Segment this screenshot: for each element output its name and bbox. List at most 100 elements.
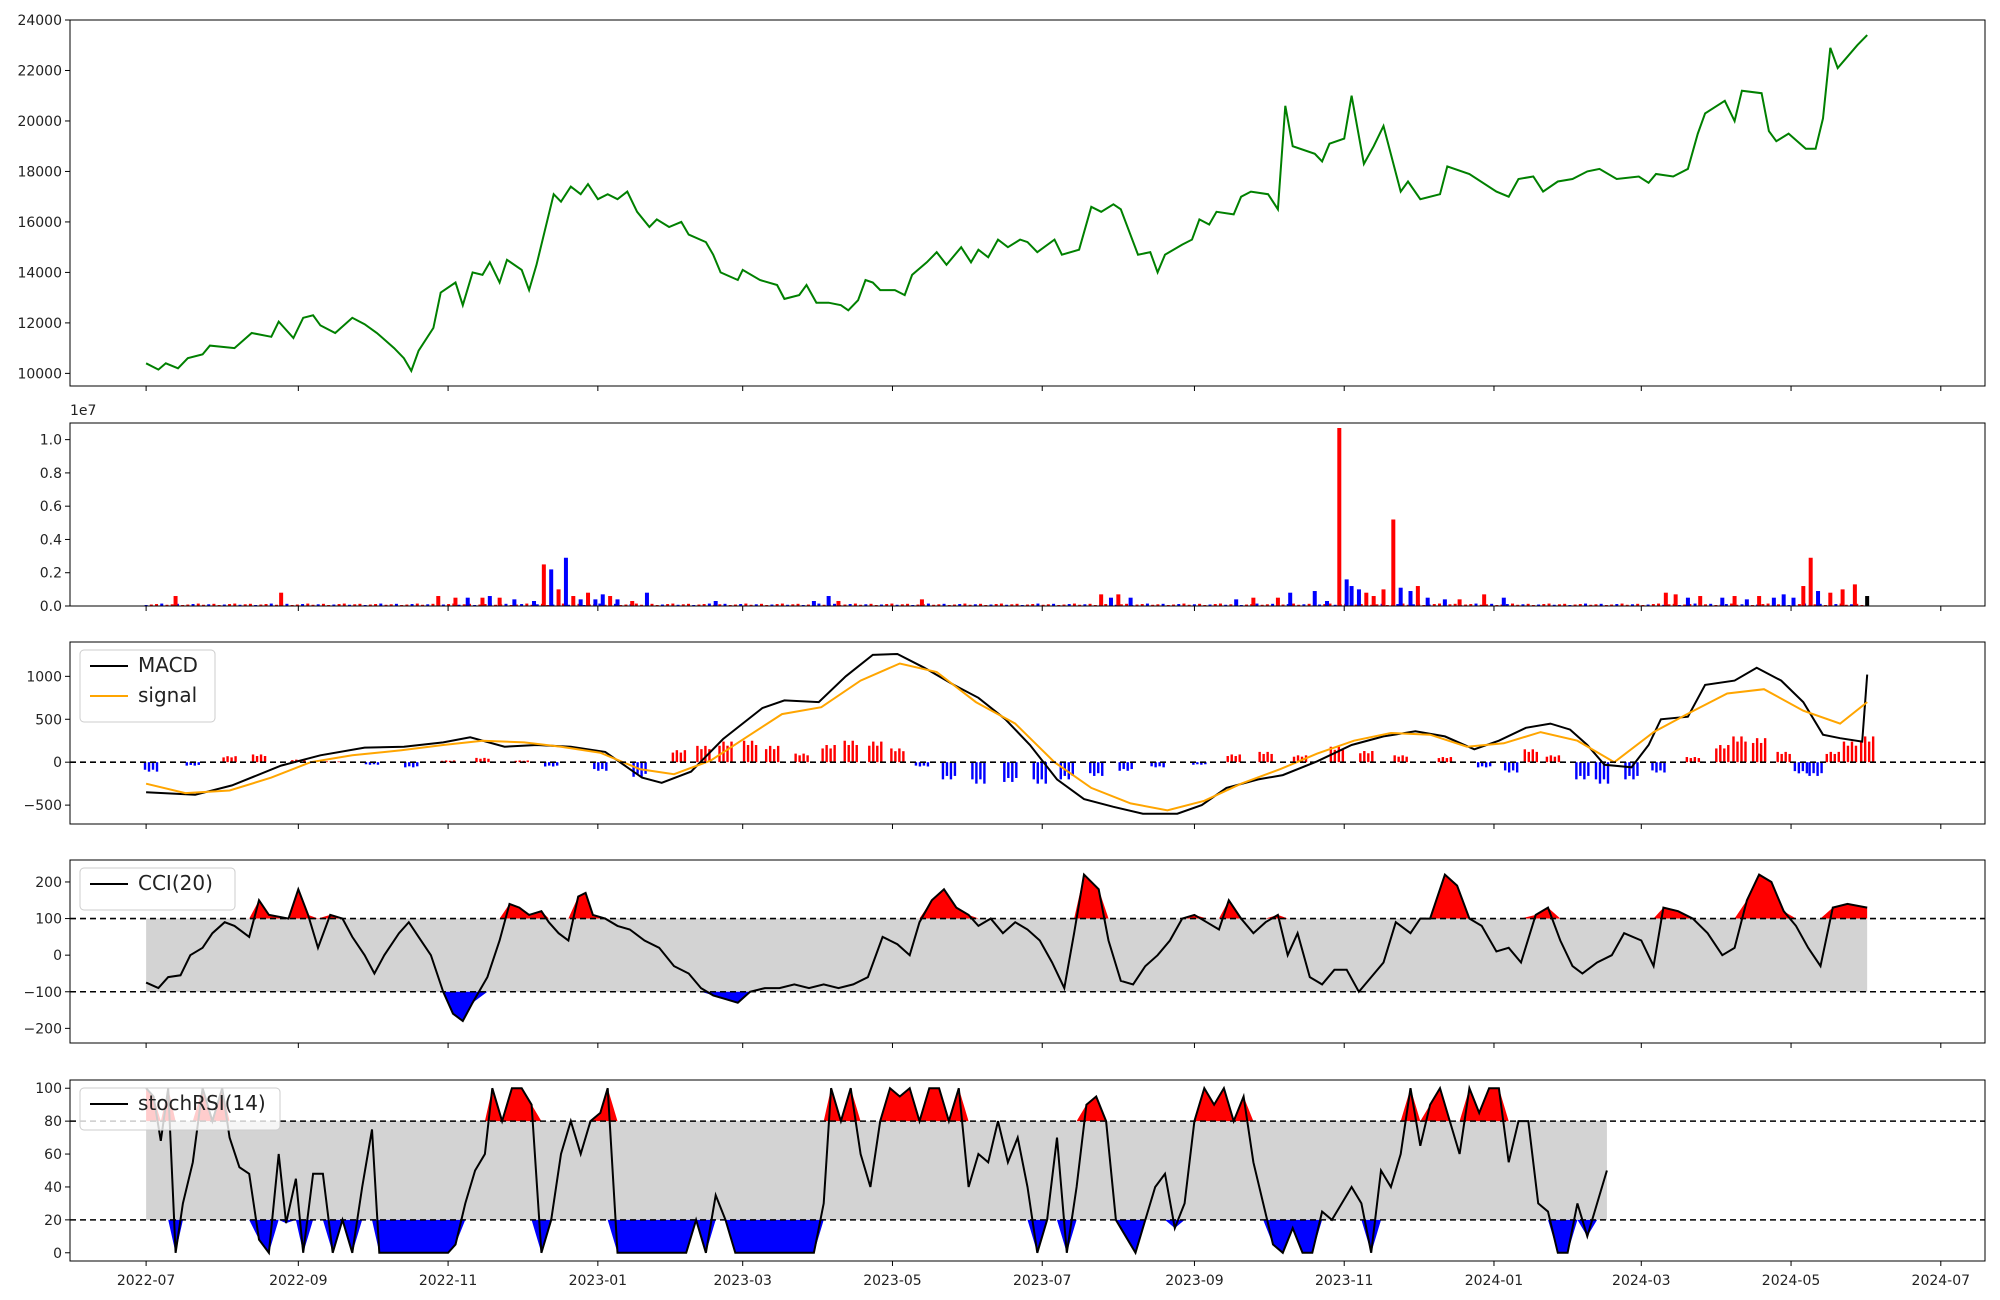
macd-histogram-bar bbox=[259, 754, 263, 763]
volume-bar bbox=[1801, 586, 1806, 606]
macd-histogram-bar bbox=[155, 762, 159, 772]
macd-histogram-bar bbox=[880, 741, 883, 763]
volume-bar bbox=[1563, 603, 1567, 606]
volume-bar bbox=[567, 604, 571, 606]
volume-bar bbox=[697, 604, 701, 606]
macd-histogram-bar bbox=[730, 741, 733, 763]
volume-bar bbox=[791, 604, 795, 606]
axes-frame bbox=[69, 641, 1986, 825]
volume-bar bbox=[1599, 603, 1603, 606]
offset-label: 1e7 bbox=[70, 403, 96, 419]
y-tick-label: 500 bbox=[35, 712, 62, 728]
overbought-fill bbox=[146, 874, 1868, 919]
volume-bar bbox=[1685, 597, 1690, 606]
macd-histogram-bar bbox=[1829, 751, 1832, 763]
volume-bar bbox=[1116, 594, 1121, 606]
volume-bar bbox=[1630, 604, 1634, 606]
legend-label: CCI(20) bbox=[138, 871, 213, 895]
volume-bar bbox=[833, 603, 837, 606]
volume-bar bbox=[1031, 604, 1035, 606]
macd-histogram-bar bbox=[404, 762, 407, 768]
macd-histogram-bar bbox=[368, 762, 372, 765]
volume-bar bbox=[1114, 604, 1118, 606]
macd-histogram-bar bbox=[1238, 754, 1241, 763]
macd-histogram-bar bbox=[1805, 762, 1809, 774]
volume-bar bbox=[301, 604, 305, 606]
volume-bar bbox=[1260, 604, 1264, 606]
volume-bar bbox=[1850, 604, 1854, 606]
volume-bar bbox=[196, 603, 200, 606]
volume-bar bbox=[1354, 604, 1358, 606]
volume-bar bbox=[535, 604, 539, 606]
y-tick-label: 10000 bbox=[17, 366, 62, 382]
series-line bbox=[146, 652, 1869, 815]
volume-bar bbox=[1828, 592, 1833, 606]
macd-histogram-bar bbox=[971, 762, 974, 780]
macd-histogram-bar bbox=[1449, 757, 1453, 763]
volume-bar bbox=[238, 604, 242, 606]
volume-bar bbox=[279, 592, 284, 606]
volume-bar bbox=[811, 601, 816, 606]
macd-histogram-bar bbox=[1097, 762, 1100, 774]
macd-histogram-bar bbox=[601, 762, 604, 770]
macd-histogram-bar bbox=[851, 740, 854, 763]
macd-histogram-bar bbox=[408, 762, 411, 767]
volume-bar bbox=[337, 604, 341, 606]
y-tick-label: 22000 bbox=[17, 63, 62, 79]
volume-bar bbox=[718, 604, 722, 606]
volume-bar bbox=[421, 604, 425, 606]
volume-bar bbox=[1281, 604, 1285, 606]
volume-bar bbox=[1415, 586, 1420, 606]
volume-bar bbox=[1119, 604, 1123, 606]
volume-bar bbox=[1816, 591, 1821, 606]
volume-bar bbox=[1490, 603, 1494, 606]
macd-histogram-bar bbox=[255, 756, 259, 763]
macd-histogram-bar bbox=[1736, 741, 1739, 763]
volume-bar bbox=[630, 601, 635, 606]
macd-histogram-bar bbox=[1651, 762, 1654, 771]
volume-bar bbox=[895, 604, 899, 606]
macd-histogram-bar bbox=[1401, 755, 1404, 763]
volume-bar bbox=[514, 604, 518, 606]
macd-histogram-bar bbox=[1751, 742, 1755, 763]
volume-bar bbox=[1251, 597, 1256, 606]
volume-bar bbox=[1344, 579, 1349, 606]
volume-bar bbox=[1067, 604, 1071, 606]
legend-box bbox=[79, 1087, 281, 1131]
macd-histogram-bar bbox=[806, 755, 809, 763]
volume-bar bbox=[1438, 603, 1442, 606]
volume-bar bbox=[817, 603, 821, 606]
volume-bar bbox=[1516, 604, 1520, 606]
y-tick-label: −500 bbox=[24, 798, 62, 814]
volume-bar bbox=[1771, 597, 1776, 606]
volume-bar bbox=[1511, 603, 1515, 606]
volume-bar bbox=[853, 603, 857, 606]
volume-bar bbox=[1542, 604, 1546, 606]
volume-bar bbox=[723, 603, 727, 606]
volume-bar bbox=[1698, 596, 1703, 606]
y-tick-label: 0.6 bbox=[40, 499, 62, 515]
macd-histogram-bar bbox=[263, 756, 267, 763]
macd-histogram-bar bbox=[1359, 753, 1362, 763]
volume-bar bbox=[541, 564, 546, 606]
macd-histogram-bar bbox=[1266, 751, 1269, 763]
macd-histogram-bar bbox=[1397, 756, 1400, 763]
macd-histogram-bar bbox=[1015, 762, 1018, 778]
macd-histogram-bar bbox=[147, 762, 151, 772]
macd-histogram-bar bbox=[1130, 762, 1133, 770]
volume-bar bbox=[1046, 604, 1050, 606]
volume-bar bbox=[859, 604, 863, 606]
volume-bar bbox=[1740, 604, 1744, 606]
macd-histogram-bar bbox=[1553, 756, 1557, 763]
volume-bar bbox=[155, 604, 159, 606]
macd-histogram-bar bbox=[979, 762, 982, 780]
legend-label: stochRSI(14) bbox=[138, 1091, 266, 1115]
macd-histogram-bar bbox=[890, 748, 893, 763]
volume-bar bbox=[453, 597, 458, 606]
y-tick-label: 0.0 bbox=[40, 599, 62, 615]
macd-histogram-bar bbox=[847, 745, 850, 763]
volume-bar bbox=[1703, 604, 1707, 606]
macd-histogram-bar bbox=[1867, 741, 1871, 763]
macd-histogram-bar bbox=[1801, 762, 1805, 772]
macd-histogram-bar bbox=[675, 750, 679, 763]
